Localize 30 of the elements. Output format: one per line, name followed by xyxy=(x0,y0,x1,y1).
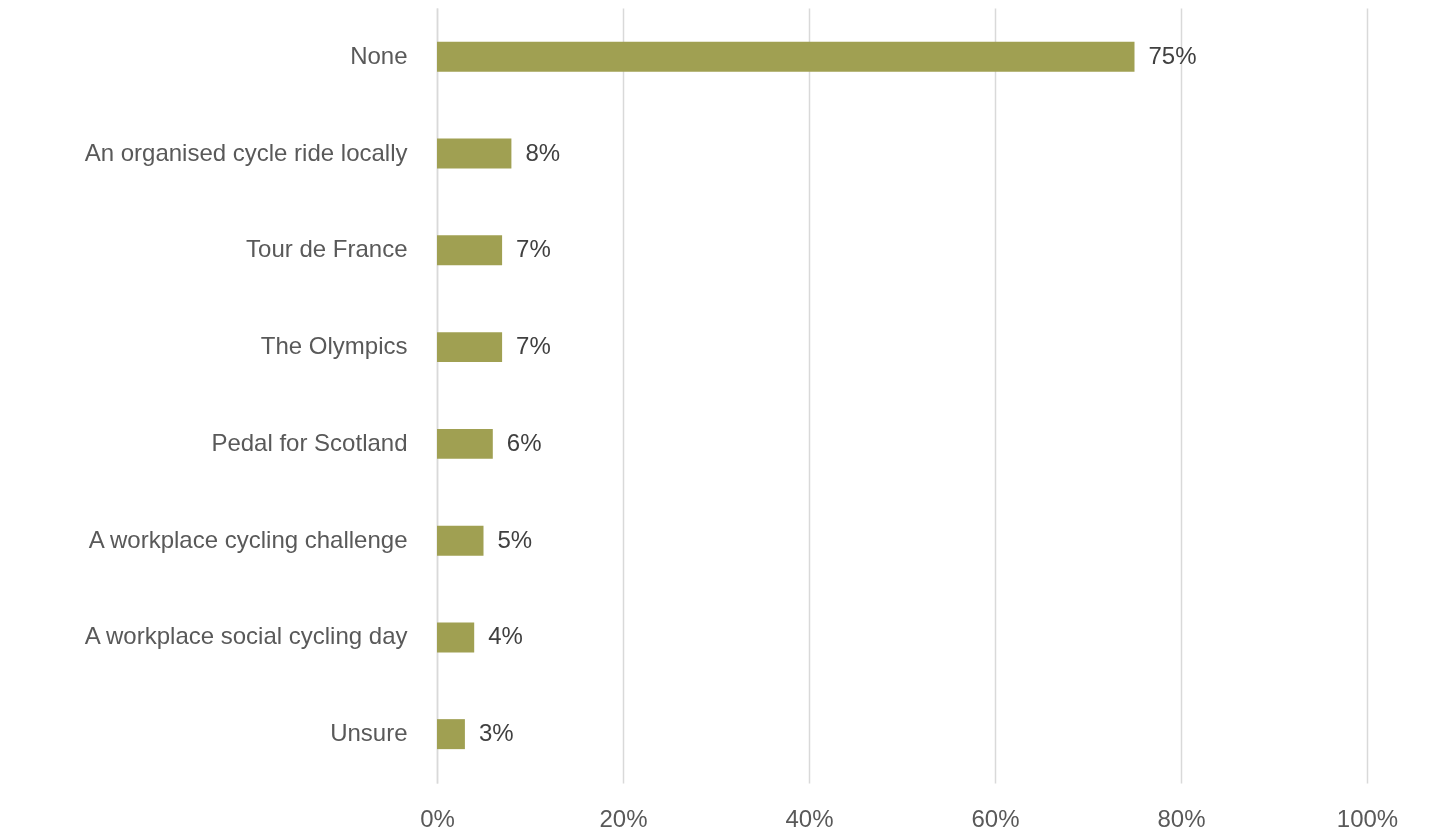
data-label: 75% xyxy=(1148,41,1197,69)
x-tick-label: 20% xyxy=(599,804,648,832)
x-tick-label: 60% xyxy=(971,804,1020,832)
bar xyxy=(437,428,493,459)
data-label: 6% xyxy=(506,428,542,456)
bar xyxy=(437,332,503,363)
bar xyxy=(437,138,512,169)
bar xyxy=(437,719,465,750)
y-tick-label: Tour de France xyxy=(246,235,408,263)
bar xyxy=(437,41,1135,72)
x-tick-label: 40% xyxy=(785,804,834,832)
y-tick-label: An organised cycle ride locally xyxy=(84,138,408,166)
y-tick-label: Pedal for Scotland xyxy=(211,428,408,456)
y-tick-label: The Olympics xyxy=(260,332,408,360)
data-label: 8% xyxy=(525,138,561,166)
y-tick-label: Unsure xyxy=(330,719,408,747)
data-label: 7% xyxy=(516,235,551,263)
bar xyxy=(437,235,503,266)
x-tick-label: 100% xyxy=(1336,804,1399,832)
y-tick-label: A workplace cycling challenge xyxy=(88,525,408,553)
bar xyxy=(437,525,484,556)
data-label: 3% xyxy=(478,719,514,747)
y-tick-label: None xyxy=(350,41,408,69)
data-label: 5% xyxy=(497,525,533,553)
y-tick-label: A workplace social cycling day xyxy=(84,622,408,650)
x-tick-label: 0% xyxy=(420,804,455,832)
x-tick-label: 80% xyxy=(1157,804,1206,832)
data-label: 4% xyxy=(488,622,523,650)
bar xyxy=(437,622,475,653)
data-label: 7% xyxy=(516,332,551,360)
